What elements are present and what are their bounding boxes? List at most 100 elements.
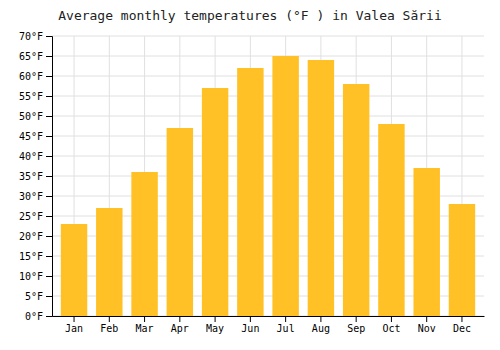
- y-tick-label: 20°F: [19, 231, 43, 242]
- y-tick-mark: [46, 256, 52, 257]
- y-grid-line: [52, 36, 484, 37]
- x-tick-label: Nov: [418, 323, 436, 334]
- y-tick: 50°F: [19, 111, 52, 122]
- y-tick-label: 0°F: [25, 311, 43, 322]
- x-tick-label: Oct: [382, 323, 400, 334]
- x-tick-mark: [391, 316, 392, 322]
- x-tick: Jul: [277, 316, 295, 334]
- y-tick-label: 60°F: [19, 71, 43, 82]
- y-grid-line: [52, 76, 484, 77]
- x-tick-mark: [144, 316, 145, 322]
- y-tick-mark: [46, 176, 52, 177]
- bar: [61, 224, 87, 316]
- y-grid-line: [52, 96, 484, 97]
- x-tick: Aug: [312, 316, 330, 334]
- x-tick-label: Jul: [277, 323, 295, 334]
- plot: Jan Feb Mar Apr May Jun Jul Aug Sep Oct Nov Dec 0°F 5…: [19, 31, 485, 334]
- x-tick: May: [206, 316, 224, 334]
- x-tick: Oct: [382, 316, 400, 334]
- x-tick-label: Feb: [100, 323, 118, 334]
- x-tick-label: May: [206, 323, 224, 334]
- x-tick-mark: [285, 316, 286, 322]
- x-tick: Nov: [418, 316, 436, 334]
- bar: [413, 168, 439, 316]
- bar: [308, 60, 334, 316]
- y-tick-mark: [46, 236, 52, 237]
- x-tick-label: Jun: [241, 323, 259, 334]
- y-tick-mark: [46, 316, 52, 317]
- x-tick: Feb: [100, 316, 118, 334]
- y-grid-line: [52, 136, 484, 137]
- y-grid-line: [52, 156, 484, 157]
- bar: [378, 124, 404, 316]
- y-tick: 10°F: [19, 271, 52, 282]
- y-tick-label: 50°F: [19, 111, 43, 122]
- y-tick-label: 30°F: [19, 191, 43, 202]
- x-axis: Jan Feb Mar Apr May Jun Jul Aug Sep Oct Nov Dec: [53, 316, 485, 334]
- y-tick-label: 15°F: [19, 251, 43, 262]
- bar: [96, 208, 122, 316]
- y-tick: 70°F: [19, 31, 52, 42]
- x-tick-mark: [426, 316, 427, 322]
- y-tick-mark: [46, 136, 52, 137]
- x-tick: Jun: [241, 316, 259, 334]
- bar: [167, 128, 193, 316]
- y-tick-label: 70°F: [19, 31, 43, 42]
- x-tick-mark: [461, 316, 462, 322]
- x-tick: Jan: [65, 316, 83, 334]
- y-tick-mark: [46, 296, 52, 297]
- y-tick: 15°F: [19, 251, 52, 262]
- y-tick-mark: [46, 276, 52, 277]
- y-tick-mark: [46, 76, 52, 77]
- x-tick-label: Sep: [347, 323, 365, 334]
- x-tick: Apr: [171, 316, 189, 334]
- y-tick: 65°F: [19, 51, 52, 62]
- y-tick-label: 5°F: [25, 291, 43, 302]
- title: Average monthly temperatures (°F ) in Va…: [58, 8, 442, 23]
- y-tick: 5°F: [25, 291, 52, 302]
- y-tick: 35°F: [19, 171, 52, 182]
- x-tick-mark: [356, 316, 357, 322]
- x-axis-line: [53, 316, 485, 317]
- y-tick: 45°F: [19, 131, 52, 142]
- bars: [61, 56, 475, 316]
- bar: [237, 68, 263, 316]
- bar: [131, 172, 157, 316]
- x-tick-mark: [320, 316, 321, 322]
- y-tick-mark: [46, 216, 52, 217]
- y-tick-label: 35°F: [19, 171, 43, 182]
- x-tick: Dec: [453, 316, 471, 334]
- y-tick-mark: [46, 116, 52, 117]
- grid: [52, 36, 484, 316]
- y-tick: 55°F: [19, 91, 52, 102]
- x-tick-mark: [215, 316, 216, 322]
- chart: Jan Feb Mar Apr May Jun Jul Aug Sep Oct Nov Dec 0°F 5…: [0, 0, 500, 350]
- x-tick-mark: [109, 316, 110, 322]
- y-tick: 0°F: [25, 311, 52, 322]
- x-tick: Sep: [347, 316, 365, 334]
- x-tick-mark: [74, 316, 75, 322]
- y-tick: 60°F: [19, 71, 52, 82]
- bar: [449, 204, 475, 316]
- y-grid-line: [52, 56, 484, 57]
- y-tick-label: 55°F: [19, 91, 43, 102]
- y-tick: 20°F: [19, 231, 52, 242]
- x-tick-label: Mar: [136, 323, 154, 334]
- bar: [202, 88, 228, 316]
- y-tick: 25°F: [19, 211, 52, 222]
- bar: [343, 84, 369, 316]
- x-tick-label: Jan: [65, 323, 83, 334]
- y-tick-mark: [46, 36, 52, 37]
- y-tick-label: 25°F: [19, 211, 43, 222]
- y-axis-line: [46, 37, 53, 317]
- y-tick-mark: [46, 96, 52, 97]
- y-axis: 0°F 5°F 10°F 15°F 20°F 25°F 30°F 35°F 40°F 45°F 50…: [19, 31, 53, 322]
- x-tick-mark: [179, 316, 180, 322]
- y-tick-label: 10°F: [19, 271, 43, 282]
- y-grid-line: [52, 116, 484, 117]
- bar: [272, 56, 298, 316]
- x-tick-mark: [250, 316, 251, 322]
- x-tick: Mar: [136, 316, 154, 334]
- y-tick-label: 40°F: [19, 151, 43, 162]
- y-tick-mark: [46, 156, 52, 157]
